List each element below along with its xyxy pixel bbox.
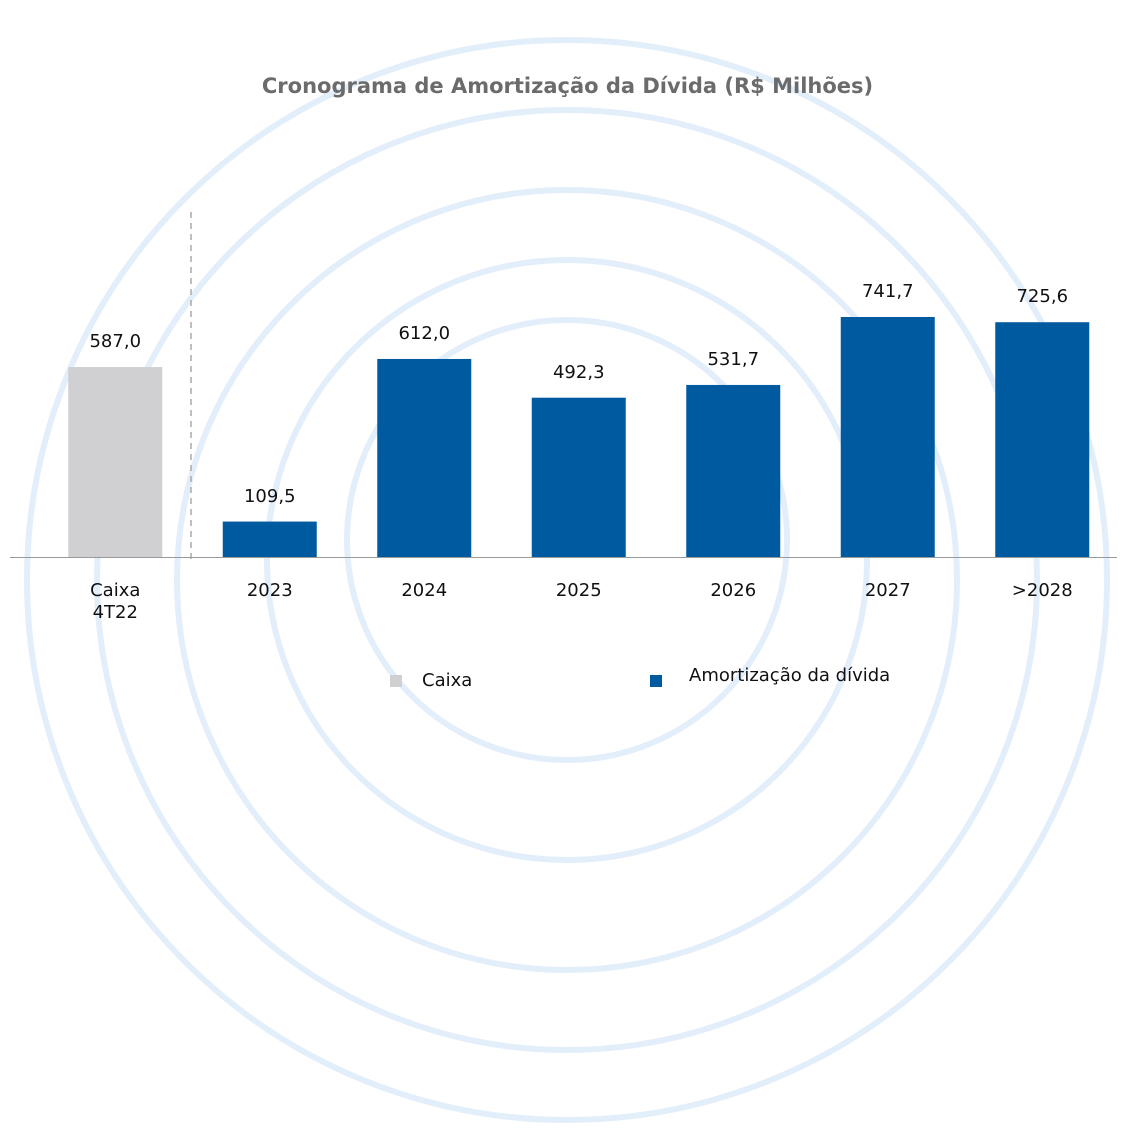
data-label: 612,0 bbox=[398, 322, 451, 344]
bar bbox=[686, 384, 781, 557]
bar bbox=[531, 397, 626, 557]
bar bbox=[377, 358, 472, 557]
x-tick-label: 2027 bbox=[864, 580, 911, 601]
bar bbox=[840, 317, 935, 557]
background-decoration bbox=[24, 37, 1110, 1123]
data-label: 741,7 bbox=[861, 281, 914, 302]
bar bbox=[68, 367, 163, 557]
x-tick-label: Caixa 4T22 bbox=[90, 580, 141, 623]
x-tick-label: 2024 bbox=[401, 580, 448, 601]
bar bbox=[995, 322, 1090, 557]
x-tick-label: 2023 bbox=[246, 580, 293, 601]
x-tick-label: >2028 bbox=[1011, 580, 1073, 601]
legend-swatch bbox=[650, 675, 662, 687]
bar bbox=[222, 521, 317, 557]
data-label: 531,7 bbox=[707, 348, 760, 370]
legend-swatch bbox=[390, 675, 402, 687]
data-label: 109,5 bbox=[243, 485, 296, 507]
x-tick-label: 2026 bbox=[710, 580, 757, 601]
data-label: 492,3 bbox=[552, 361, 605, 383]
data-label: 587,0 bbox=[89, 331, 142, 353]
legend-label: Caixa bbox=[422, 670, 473, 691]
x-tick-label: 2025 bbox=[555, 580, 602, 601]
chart-title: Cronograma de Amortização da Dívida (R$ … bbox=[261, 74, 874, 98]
legend-label: Amortização da dívida bbox=[689, 665, 891, 686]
data-label: 725,6 bbox=[1016, 286, 1069, 308]
